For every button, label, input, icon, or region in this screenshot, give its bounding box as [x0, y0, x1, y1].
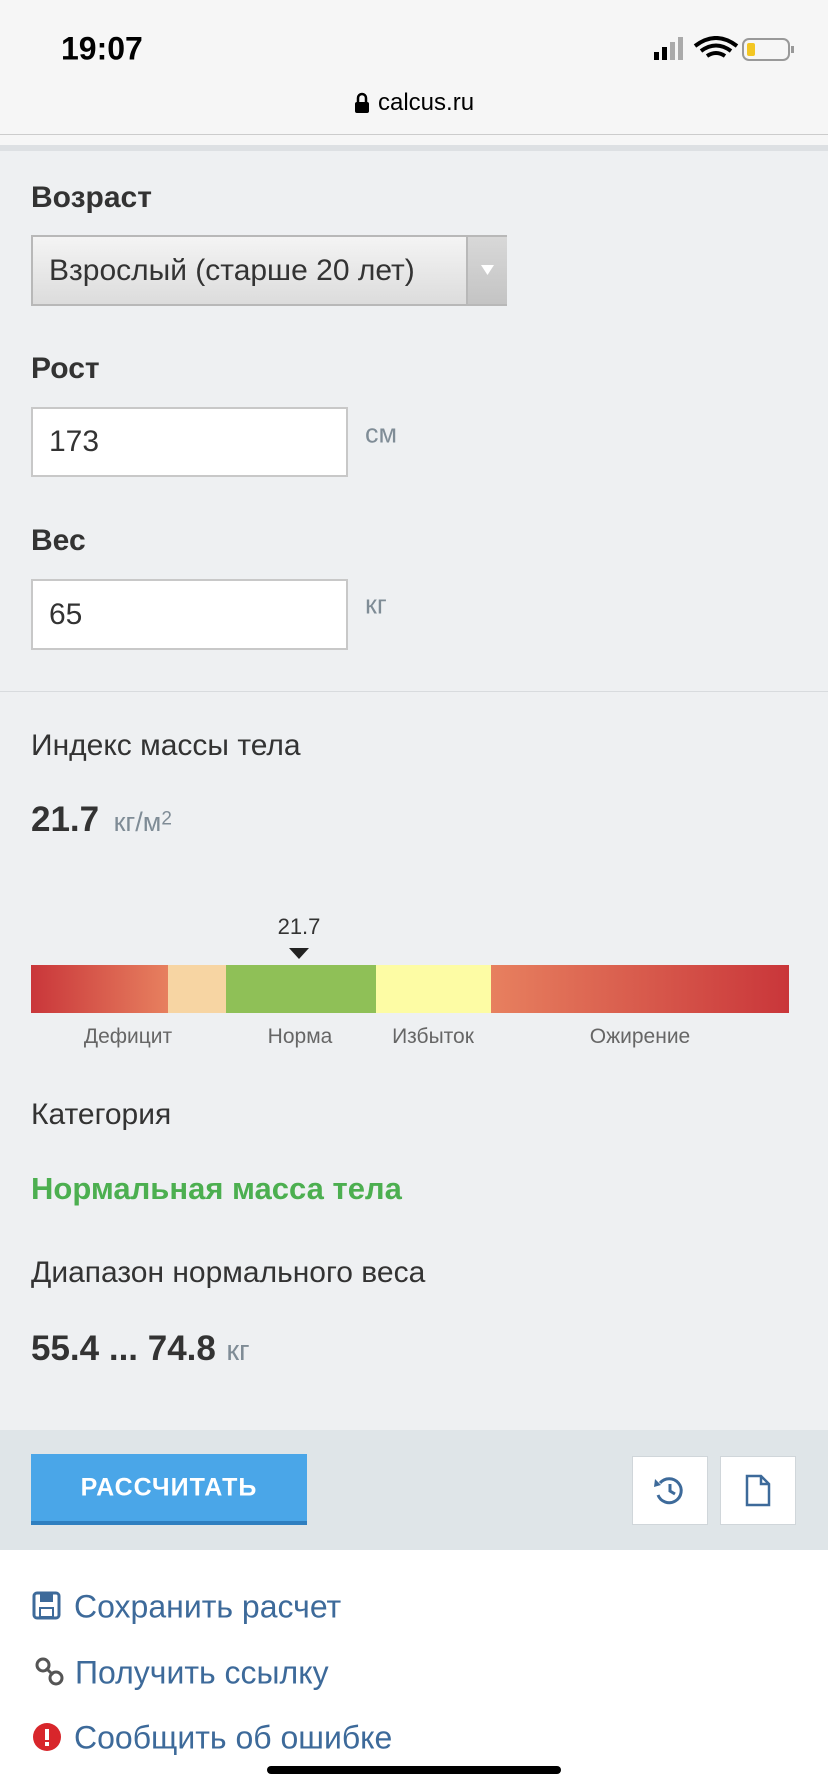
divider: [0, 145, 828, 151]
weight-input[interactable]: 65: [31, 579, 348, 650]
age-value: Взрослый (старше 20 лет): [49, 254, 415, 287]
calculate-button[interactable]: РАССЧИТАТЬ: [31, 1454, 307, 1525]
select-arrow: [466, 237, 507, 304]
document-icon: [745, 1474, 771, 1507]
bmi-value: 21.7: [31, 800, 100, 839]
low-segment: [168, 965, 226, 1013]
age-select[interactable]: Взрослый (старше 20 лет): [31, 235, 507, 306]
document-button[interactable]: [720, 1456, 796, 1525]
normal-segment: [226, 965, 376, 1013]
scale-label: Дефицит: [83, 1025, 173, 1048]
range-label: Диапазон нормального веса: [31, 1256, 426, 1289]
bmi-unit-power: 2: [161, 808, 172, 830]
save-icon: [32, 1591, 61, 1620]
height-value: 173: [49, 425, 100, 458]
lock-icon: [355, 92, 369, 113]
height-input[interactable]: 173: [31, 407, 348, 477]
category-value: Нормальная масса тела: [31, 1171, 402, 1206]
history-button[interactable]: [632, 1456, 708, 1525]
scale-marker: [289, 948, 309, 959]
divider: [0, 691, 828, 692]
scale-label: Ожирение: [589, 1025, 691, 1048]
weight-unit: кг: [365, 589, 387, 620]
browser-header: [0, 0, 828, 145]
error-icon: [33, 1723, 61, 1751]
save-link[interactable]: Сохранить расчет: [74, 1588, 342, 1625]
category-label: Категория: [31, 1098, 172, 1131]
report-link[interactable]: Сообщить об ошибке: [74, 1719, 393, 1756]
history-icon: [654, 1477, 683, 1505]
scale-marker-label: 21.7: [277, 914, 321, 939]
share-link[interactable]: Получить ссылку: [75, 1654, 329, 1691]
range-result: 55.4 ... 74.8 кг: [31, 1329, 250, 1369]
weight-value: 65: [49, 598, 83, 631]
button-label: РАССЧИТАТЬ: [80, 1473, 258, 1501]
excess-segment: [376, 965, 491, 1013]
scale-label: Избыток: [392, 1025, 474, 1048]
divider: [0, 134, 828, 135]
obesity-segment: [491, 965, 789, 1013]
link-icon: [35, 1657, 64, 1686]
height-label: Рост: [31, 352, 100, 385]
weight-label: Вес: [31, 524, 86, 557]
home-indicator: [267, 1766, 561, 1774]
status-icons: [654, 36, 794, 61]
bmi-unit: кг/м: [113, 807, 162, 837]
range-value: 55.4 ... 74.8: [31, 1329, 216, 1368]
height-unit: см: [365, 418, 398, 449]
bmi-label: Индекс массы тела: [31, 729, 301, 762]
bmi-result: 21.7 кг/м2: [31, 800, 172, 840]
range-unit: кг: [226, 1335, 250, 1367]
bmi-scale: [31, 965, 789, 1013]
deficit-segment: [31, 965, 168, 1013]
form-panel: [0, 151, 828, 1430]
time: 19:07: [61, 30, 143, 67]
arrow-icon: [481, 265, 494, 275]
age-label: Возраст: [31, 181, 152, 214]
url[interactable]: calcus.ru: [378, 89, 475, 116]
scale-label: Норма: [267, 1025, 333, 1048]
